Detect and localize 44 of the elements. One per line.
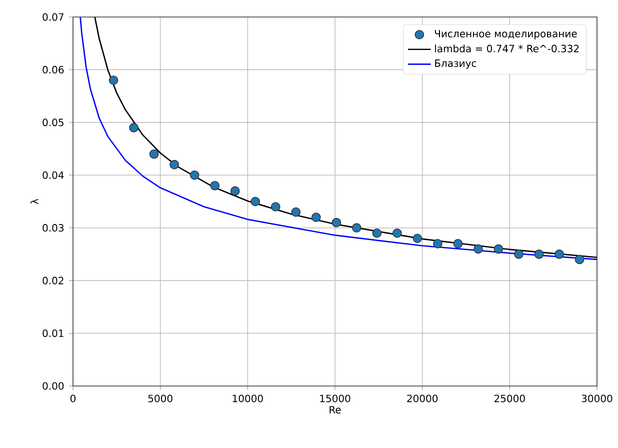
point (149, 149, 159, 159)
x-tick-label: 0 (70, 394, 76, 402)
point (453, 238, 463, 248)
x-axis-title: Re (330, 406, 341, 414)
point (190, 170, 200, 180)
y-tick-label: 0.02 (42, 276, 64, 284)
x-tick-label: 25000 (494, 394, 525, 402)
x-tick-label: 20000 (407, 394, 438, 402)
x-tick-label: 5000 (148, 394, 172, 402)
point (129, 123, 138, 132)
y-tick-label: 0.01 (42, 329, 64, 338)
x-tick-label: 10000 (232, 394, 263, 402)
y-tick-label: 0.00 (42, 382, 64, 390)
point (494, 244, 504, 254)
point (554, 250, 564, 259)
point (291, 207, 301, 217)
y-tick-label: 0.03 (42, 224, 64, 232)
y-tick-label: 0.07 (42, 13, 64, 21)
point (332, 218, 342, 228)
point (412, 234, 422, 244)
point (534, 250, 544, 259)
point (514, 250, 524, 259)
y-tick-label: 0.06 (42, 66, 64, 74)
legend-label: Блазиус (435, 60, 476, 69)
point (352, 223, 362, 233)
x-tick-label: 30000 (582, 394, 612, 402)
point (108, 76, 118, 85)
x-tick-label: 15000 (320, 394, 350, 402)
point (210, 181, 220, 190)
point (574, 254, 584, 264)
y-tick-label: 0.05 (42, 118, 64, 126)
legend-label: Численное моделирование (434, 30, 577, 40)
y-axis-title: λ (30, 198, 38, 204)
point (230, 186, 240, 196)
point (474, 244, 483, 254)
point (170, 160, 179, 170)
point (392, 228, 402, 238)
point (433, 238, 442, 248)
point (270, 202, 280, 212)
point (311, 212, 321, 222)
legend-label: lambda = 0.747 * Re^-0.332 (435, 44, 579, 52)
point (250, 196, 260, 206)
point (372, 228, 382, 238)
y-tick-label: 0.04 (42, 171, 64, 179)
